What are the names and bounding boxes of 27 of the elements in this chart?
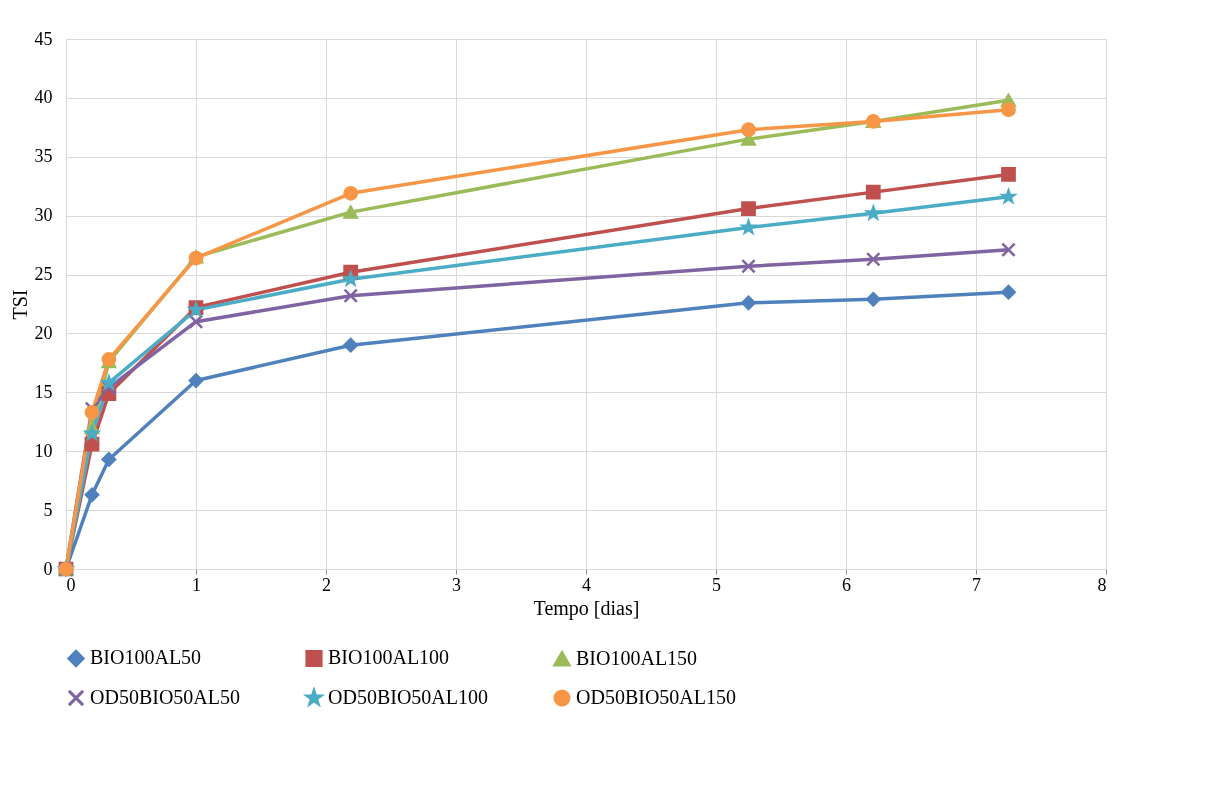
y-tick-label: 30	[34, 205, 53, 226]
y-tick-label: 0	[43, 558, 53, 579]
x-tick-label: 3	[452, 574, 461, 595]
x-tick-label: 7	[972, 574, 981, 595]
y-tick-label: 25	[34, 264, 53, 285]
y-tick-label: 40	[34, 87, 53, 108]
x-tick-label: 4	[582, 574, 591, 595]
legend-label: OD50BIO50AL150	[576, 686, 736, 708]
x-tick-label: 8	[1097, 574, 1107, 595]
x-tick-label: 6	[842, 574, 851, 595]
legend-label: BIO100AL150	[576, 646, 698, 669]
y-tick-label: 15	[34, 381, 53, 402]
legend-label: BIO100AL100	[328, 646, 450, 669]
x-tick-label: 0	[66, 574, 76, 595]
legend-label: BIO100AL50	[90, 646, 202, 669]
y-tick-label: 5	[43, 499, 53, 520]
y-tick-label: 10	[34, 440, 53, 461]
x-tick-label: 2	[322, 574, 331, 595]
x-tick-label: 5	[712, 574, 721, 595]
y-axis-title: TSI	[8, 289, 31, 320]
legend-label: OD50BIO50AL100	[328, 686, 488, 708]
legend-label: OD50BIO50AL50	[90, 686, 240, 708]
y-tick-label: 35	[34, 146, 53, 167]
y-tick-label: 45	[34, 28, 53, 49]
x-tick-label: 1	[192, 574, 201, 595]
y-tick-label: 20	[34, 322, 53, 343]
x-axis-title: Tempo [dias]	[533, 596, 640, 620]
